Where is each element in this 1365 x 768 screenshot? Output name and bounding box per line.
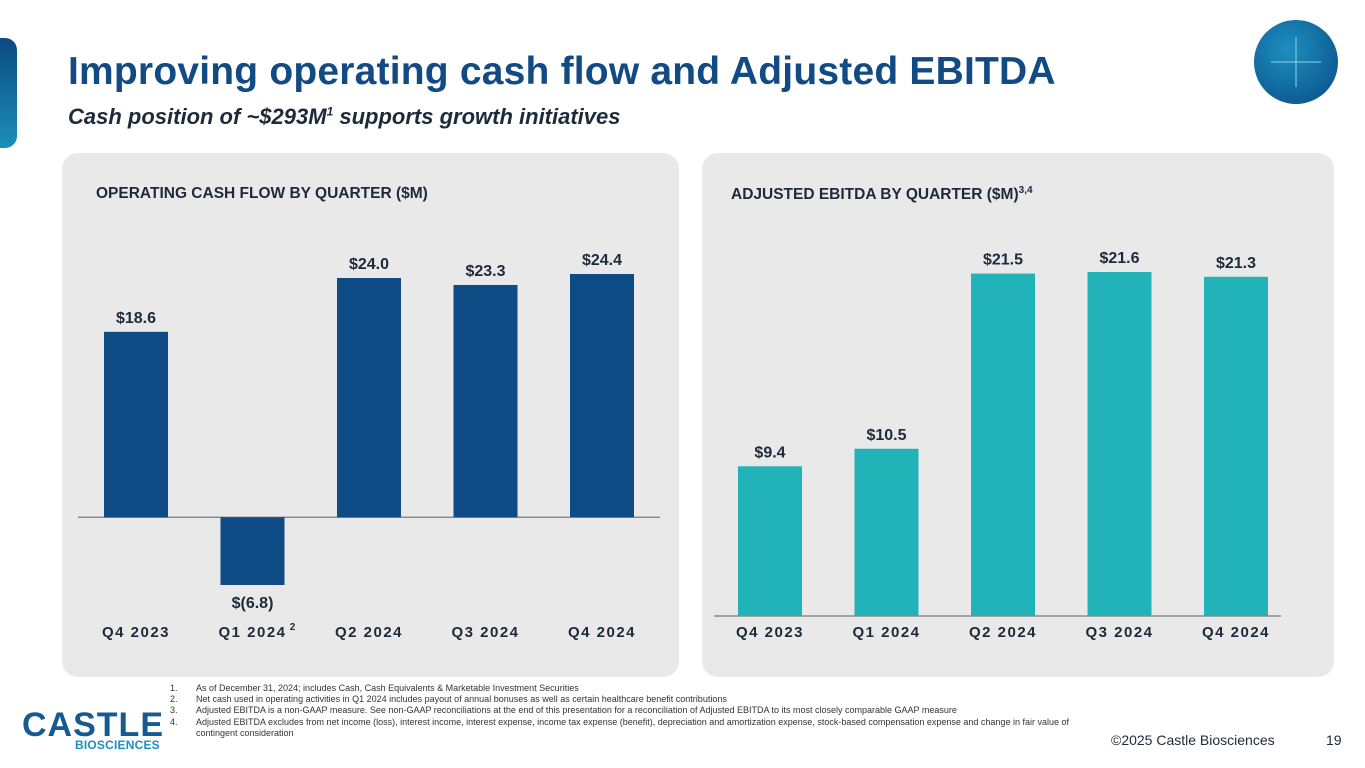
bar-q2-2024 [337, 277, 401, 518]
category-label: Q4 2024 [1202, 624, 1270, 641]
logo-wordmark: CASTLE [22, 706, 164, 744]
category-label: Q2 2024 [335, 624, 403, 641]
footnote-text: Adjusted EBITDA is a non-GAAP measure. S… [196, 705, 957, 716]
side-accent-tab [0, 38, 17, 148]
category-footnote-ref: 2 [290, 622, 296, 633]
copyright: ©2025 Castle Biosciences [1111, 732, 1275, 748]
bar-q1-2024 [854, 448, 919, 616]
bar-q4-2024 [570, 274, 634, 518]
category-label: Q3 2024 [451, 624, 519, 641]
category-label: Q4 2023 [736, 624, 804, 641]
bar-q4-2024 [1204, 276, 1268, 616]
operating-cash-flow-panel: OPERATING CASH FLOW BY QUARTER ($M) $18.… [62, 153, 679, 677]
bar-q4-2023 [738, 466, 802, 616]
operating-cash-flow-chart: $18.6 Q4 2023 $(6.8) Q1 2024 2 $24.0 Q2 2024 $2… [78, 252, 660, 641]
data-label: $21.3 [1216, 255, 1256, 272]
logo-subtext: BIOSCIENCES [75, 738, 160, 752]
category-label: Q1 2024 [852, 624, 920, 641]
cash-chart-title: OPERATING CASH FLOW BY QUARTER ($M) [96, 185, 428, 203]
bar-q3-2024 [1087, 272, 1152, 616]
bar-q1-2024 [220, 517, 285, 585]
footnote-4: 4. Adjusted EBITDA excludes from net inco… [170, 717, 1105, 739]
slide-subtitle: Cash position of ~$293M1 supports growth… [68, 104, 621, 130]
footnote-text: As of December 31, 2024; includes Cash, … [196, 683, 579, 693]
footnote-number: 1. [170, 683, 178, 693]
category-label: Q2 2024 [969, 624, 1037, 641]
data-label: $10.5 [866, 427, 906, 444]
data-label: $(6.8) [232, 595, 274, 612]
footnote-3: 3. Adjusted EBITDA is a non-GAAP measure.… [170, 705, 1105, 716]
footnote-number: 3. [170, 705, 178, 716]
bar-q3-2024 [453, 284, 518, 518]
data-label: $23.3 [465, 263, 505, 280]
plus-badge-icon [1254, 20, 1338, 104]
footnote-number: 2. [170, 694, 178, 705]
category-label: Q1 2024 [218, 624, 286, 641]
ebitda-chart-title: ADJUSTED EBITDA BY QUARTER ($M)3,4 [731, 185, 1033, 204]
data-label: $9.4 [754, 444, 785, 461]
slide-title: Improving operating cash flow and Adjust… [68, 50, 1056, 93]
castle-biosciences-logo: CASTLE BIOSCIENCES [22, 706, 172, 754]
adjusted-ebitda-panel: ADJUSTED EBITDA BY QUARTER ($M)3,4 $9.4 Q… [702, 153, 1334, 677]
subtitle-footnote-ref: 1 [326, 104, 334, 119]
bar-q4-2023 [104, 331, 168, 518]
data-label: $21.6 [1099, 250, 1139, 267]
subtitle-rest: supports growth initiatives [333, 104, 621, 129]
footnote-number: 4. [170, 716, 178, 727]
adjusted-ebitda-chart: $9.4 Q4 2023 $10.5 Q1 2024 $21.5 Q2 2024 $21.6… [714, 250, 1281, 641]
category-label: Q4 2023 [102, 624, 170, 641]
category-label: Q4 2024 [568, 624, 636, 641]
ebitda-title-footnote-ref: 3,4 [1018, 185, 1033, 196]
category-label: Q3 2024 [1085, 624, 1153, 641]
footnote-text: Net cash used in operating activities in… [196, 694, 727, 705]
page-number: 19 [1326, 732, 1342, 748]
ebitda-chart-title-text: ADJUSTED EBITDA BY QUARTER ($M) [731, 186, 1019, 204]
cash-chart-title-text: OPERATING CASH FLOW BY QUARTER ($M) [96, 185, 428, 202]
footnote-1: 1. As of December 31, 2024; includes Cash… [170, 683, 1105, 694]
data-label: $24.4 [582, 252, 622, 269]
data-label: $21.5 [983, 252, 1023, 269]
footnote-text: Adjusted EBITDA excludes from net income… [196, 716, 1069, 738]
data-label: $18.6 [116, 310, 156, 327]
subtitle-main: Cash position of ~$293M [68, 104, 327, 129]
data-label: $24.0 [349, 256, 389, 273]
bar-q2-2024 [971, 273, 1035, 616]
footnotes: 1. As of December 31, 2024; includes Cash… [170, 683, 1105, 739]
footnote-2: 2. Net cash used in operating activities … [170, 694, 1105, 705]
